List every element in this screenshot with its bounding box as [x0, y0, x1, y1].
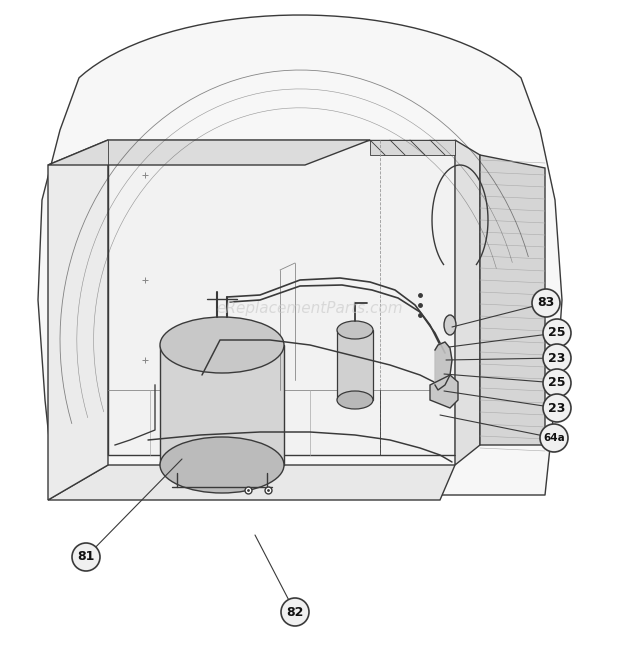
Polygon shape — [480, 155, 545, 445]
Circle shape — [281, 598, 309, 626]
Ellipse shape — [160, 317, 284, 373]
Text: eReplacementParts.com: eReplacementParts.com — [216, 301, 404, 316]
Polygon shape — [48, 465, 455, 500]
Circle shape — [72, 543, 100, 571]
Polygon shape — [108, 140, 455, 455]
Circle shape — [543, 319, 571, 347]
Text: 82: 82 — [286, 606, 304, 618]
Text: 23: 23 — [548, 401, 565, 415]
Polygon shape — [430, 375, 458, 408]
Text: 83: 83 — [538, 297, 555, 310]
Ellipse shape — [160, 437, 284, 493]
Circle shape — [540, 424, 568, 452]
Circle shape — [543, 344, 571, 372]
Polygon shape — [48, 140, 370, 165]
Ellipse shape — [337, 321, 373, 339]
Polygon shape — [160, 345, 284, 465]
Text: 25: 25 — [548, 377, 565, 389]
Polygon shape — [38, 15, 562, 495]
Polygon shape — [370, 140, 455, 155]
Polygon shape — [455, 140, 480, 465]
Text: 81: 81 — [78, 551, 95, 563]
Ellipse shape — [337, 391, 373, 409]
Text: 64a: 64a — [543, 433, 565, 443]
Circle shape — [532, 289, 560, 317]
Ellipse shape — [444, 315, 456, 335]
Circle shape — [543, 394, 571, 422]
Polygon shape — [48, 140, 108, 500]
Text: 23: 23 — [548, 352, 565, 364]
Text: 25: 25 — [548, 326, 565, 340]
Circle shape — [543, 369, 571, 397]
Polygon shape — [337, 330, 373, 400]
Polygon shape — [435, 342, 452, 390]
